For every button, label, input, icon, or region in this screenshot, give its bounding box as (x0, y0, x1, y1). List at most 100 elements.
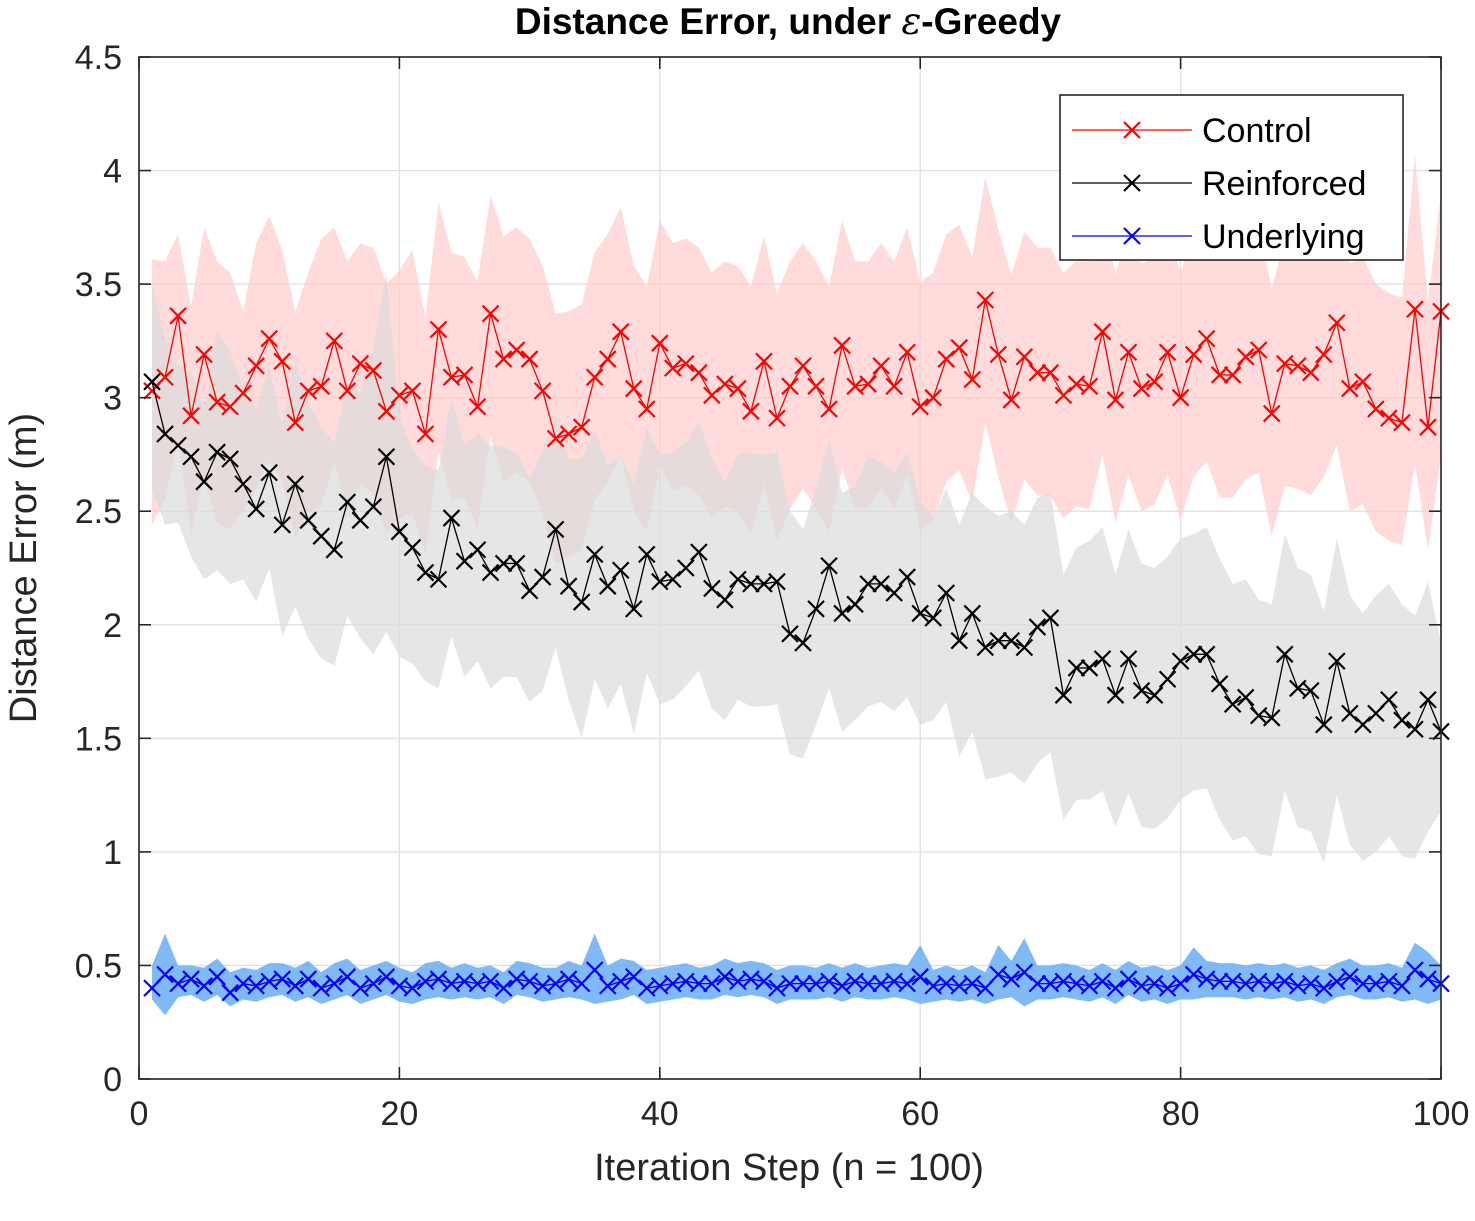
point-control-11 (273, 352, 291, 371)
point-reinforced-16 (338, 493, 357, 511)
point-control-98 (1406, 300, 1424, 318)
point-control-25 (455, 366, 474, 384)
point-reinforced-49 (768, 572, 786, 591)
point-control-65 (976, 291, 995, 309)
point-underlying-54 (833, 977, 851, 995)
point-underlying-38 (624, 968, 643, 986)
point-control-80 (1171, 388, 1190, 407)
point-reinforced-59 (898, 568, 916, 586)
point-underlying-36 (598, 977, 617, 995)
point-underlying-2 (156, 965, 174, 984)
point-underlying-51 (794, 974, 812, 993)
point-reinforced-62 (937, 584, 956, 602)
point-control-57 (872, 357, 890, 375)
point-control-2 (156, 368, 174, 387)
point-underlying-7 (221, 983, 239, 1002)
point-reinforced-65 (976, 638, 995, 657)
point-control-76 (1119, 343, 1138, 362)
point-reinforced-33 (559, 577, 578, 595)
point-underlying-15 (325, 974, 344, 993)
point-reinforced-70 (1041, 609, 1060, 627)
point-reinforced-75 (1106, 686, 1125, 704)
point-control-45 (716, 375, 734, 393)
point-control-87 (1262, 404, 1281, 423)
y-tick-label-3: 1.5 (75, 720, 122, 758)
point-underlying-12 (286, 977, 305, 995)
legend-label-control: Control (1202, 112, 1312, 150)
point-reinforced-25 (455, 552, 474, 570)
band-underlying (152, 933, 1441, 1016)
point-reinforced-85 (1236, 688, 1255, 707)
y-tick-label-6: 3 (103, 380, 122, 418)
point-reinforced-99 (1419, 690, 1437, 709)
point-control-37 (611, 323, 630, 341)
point-underlying-74 (1093, 972, 1112, 991)
point-reinforced-32 (546, 520, 565, 539)
point-control-49 (768, 409, 786, 427)
point-control-51 (794, 357, 812, 375)
point-reinforced-87 (1262, 709, 1281, 727)
point-control-71 (1054, 386, 1073, 405)
point-reinforced-27 (481, 563, 500, 582)
point-control-42 (677, 354, 695, 373)
series-lines (143, 291, 1450, 1002)
point-reinforced-22 (416, 563, 435, 582)
point-underlying-18 (364, 974, 383, 993)
point-underlying-93 (1341, 968, 1359, 986)
point-control-64 (963, 370, 982, 389)
point-underlying-23 (429, 970, 448, 988)
legend: Control Reinforced Underlying (1059, 94, 1404, 261)
point-control-20 (390, 386, 409, 405)
point-control-90 (1302, 363, 1320, 382)
point-reinforced-9 (247, 500, 265, 518)
point-underlying-9 (247, 977, 265, 995)
point-control-17 (351, 354, 370, 373)
point-reinforced-34 (572, 593, 591, 611)
point-reinforced-24 (442, 509, 461, 527)
point-underlying-50 (781, 974, 799, 993)
point-control-67 (1002, 391, 1021, 409)
point-underlying-60 (911, 968, 929, 986)
point-reinforced-46 (729, 570, 747, 589)
point-control-39 (638, 400, 656, 418)
point-reinforced-56 (859, 575, 877, 593)
point-reinforced-97 (1393, 711, 1411, 729)
point-reinforced-4 (182, 447, 200, 466)
legend-item-underlying: Underlying (1072, 218, 1365, 256)
point-reinforced-67 (1002, 631, 1021, 650)
confidence-bands (152, 154, 1441, 1016)
axes (138, 56, 1442, 1080)
series-line-underlying (151, 969, 1442, 994)
point-underlying-97 (1393, 977, 1411, 995)
point-reinforced-96 (1380, 690, 1398, 709)
point-control-31 (533, 382, 552, 400)
point-control-44 (703, 386, 721, 405)
point-reinforced-15 (325, 541, 344, 559)
point-control-10 (260, 329, 278, 348)
point-underlying-43 (690, 974, 708, 993)
point-control-33 (559, 425, 578, 443)
point-control-85 (1236, 348, 1255, 366)
legend-item-control: Control (1072, 112, 1312, 150)
point-reinforced-78 (1145, 686, 1164, 704)
point-reinforced-98 (1406, 720, 1424, 739)
point-underlying-44 (703, 974, 721, 993)
point-control-84 (1223, 366, 1242, 384)
point-underlying-69 (1028, 974, 1047, 993)
point-reinforced-29 (507, 554, 526, 573)
point-reinforced-42 (677, 559, 695, 577)
point-control-83 (1210, 366, 1229, 384)
point-reinforced-2 (156, 425, 174, 443)
point-reinforced-77 (1132, 681, 1151, 700)
point-underlying-76 (1119, 970, 1138, 988)
legend-box (1059, 94, 1404, 261)
point-underlying-83 (1210, 972, 1229, 991)
point-reinforced-94 (1354, 715, 1372, 734)
point-control-69 (1028, 363, 1047, 382)
series-underlying (143, 961, 1450, 1002)
point-control-70 (1041, 363, 1060, 382)
chart-title-suffix: -Greedy (921, 1, 1061, 42)
point-reinforced-55 (846, 595, 864, 614)
point-underlying-92 (1328, 972, 1346, 991)
